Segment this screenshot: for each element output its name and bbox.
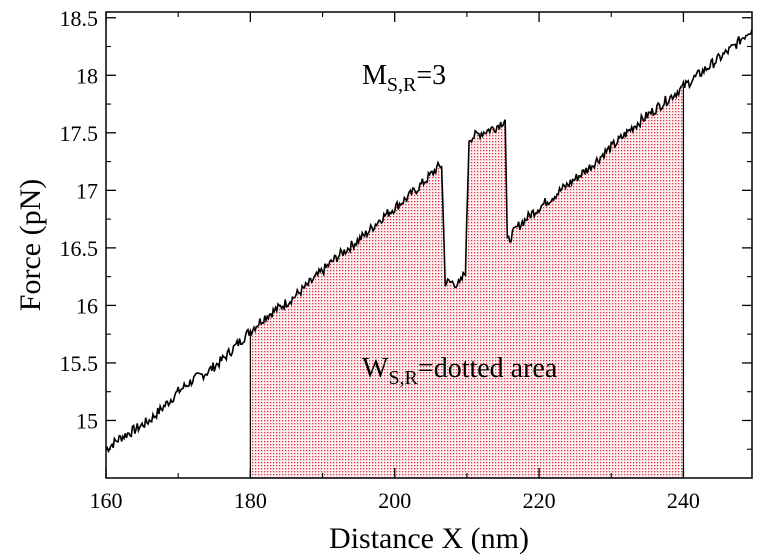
ws-r-subscript: S,R	[388, 367, 418, 389]
y-tick-label: 17.5	[60, 121, 99, 146]
y-tick-label: 15.5	[60, 351, 99, 376]
x-tick-label: 180	[234, 488, 267, 513]
y-tick-label: 18	[76, 63, 98, 88]
x-tick-label: 160	[90, 488, 123, 513]
x-tick-label: 200	[378, 488, 411, 513]
y-tick-label: 18.5	[60, 6, 99, 31]
tick-labels: 160 180 200 220 240 15 15.5 16 16.5 17 17.5 18 18.5	[60, 6, 700, 513]
ws-r-annotation: WS,R=dotted area	[362, 353, 558, 389]
ms-r-subscript: S,R	[387, 74, 417, 96]
y-tick-label: 17	[76, 178, 98, 203]
axis-ticks	[105, 12, 752, 478]
y-tick-label: 16.5	[60, 236, 99, 261]
dotted-area	[250, 82, 684, 478]
x-tick-label: 220	[523, 488, 556, 513]
dotted-area-layer	[249, 82, 685, 478]
y-tick-label: 16	[76, 293, 98, 318]
y-axis-title: Force (pN)	[14, 179, 47, 311]
x-axis-title: Distance X (nm)	[329, 522, 529, 555]
plot-frame	[105, 11, 753, 479]
force-curve-layer	[105, 29, 753, 454]
force-curve	[105, 29, 753, 454]
ms-r-annotation: MS,R=3	[362, 60, 446, 96]
ws-r-main: W	[362, 353, 389, 384]
ws-r-value: =dotted area	[418, 353, 558, 384]
ms-r-value: =3	[416, 60, 446, 91]
ms-r-main: M	[362, 60, 387, 91]
y-tick-label: 15	[76, 408, 98, 433]
x-tick-label: 240	[667, 488, 700, 513]
